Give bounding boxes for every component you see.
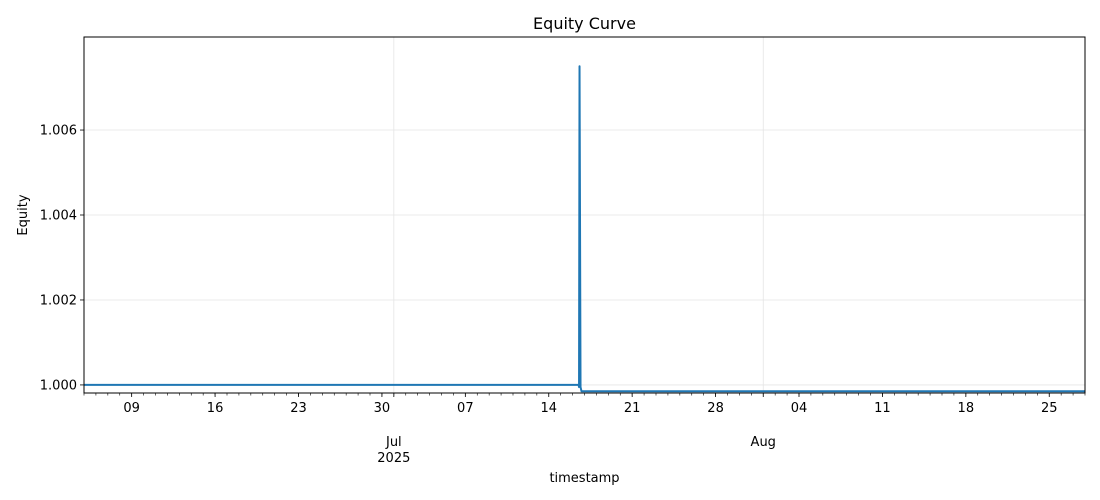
y-axis: 1.000 1.002 1.004 1.006 bbox=[40, 124, 84, 393]
x-tick-label: 04 bbox=[791, 401, 808, 416]
x-tick-label: 09 bbox=[123, 401, 140, 416]
grid bbox=[84, 37, 1085, 393]
x-tick-label: 23 bbox=[290, 401, 307, 416]
x-tick-label: 14 bbox=[540, 401, 557, 416]
y-tick-label: 1.006 bbox=[40, 124, 77, 139]
x-tick-label: 25 bbox=[1041, 401, 1058, 416]
chart-title: Equity Curve bbox=[533, 14, 636, 33]
x-tick-label: 16 bbox=[207, 401, 224, 416]
y-tick-label: 1.000 bbox=[40, 378, 77, 393]
y-tick-label: 1.004 bbox=[40, 209, 77, 224]
series-layer bbox=[84, 65, 1085, 393]
x-tick-label: 18 bbox=[958, 401, 975, 416]
x-tick-label: 30 bbox=[374, 401, 391, 416]
y-tick-label: 1.002 bbox=[40, 293, 77, 308]
x-axis-label: timestamp bbox=[549, 471, 619, 486]
x-tick-label: 11 bbox=[874, 401, 891, 416]
x-year-label: 2025 bbox=[377, 451, 410, 466]
x-tick-label: 07 bbox=[457, 401, 474, 416]
equity-series-line bbox=[84, 65, 1085, 393]
x-tick-label: 21 bbox=[624, 401, 641, 416]
x-month-label: Jul bbox=[385, 435, 402, 450]
y-axis-label: Equity bbox=[16, 194, 31, 235]
x-month-label: Aug bbox=[751, 435, 776, 450]
x-tick-label: 28 bbox=[707, 401, 724, 416]
